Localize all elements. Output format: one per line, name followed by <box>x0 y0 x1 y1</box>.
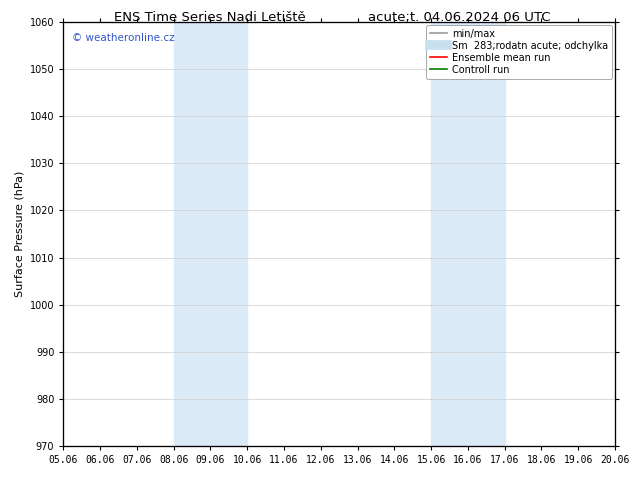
Y-axis label: Surface Pressure (hPa): Surface Pressure (hPa) <box>14 171 24 297</box>
Text: ENS Time Series Nadi Letiště: ENS Time Series Nadi Letiště <box>114 11 306 24</box>
Text: © weatheronline.cz: © weatheronline.cz <box>72 33 174 43</box>
Bar <box>431 22 505 446</box>
Bar <box>174 22 247 446</box>
Legend: min/max, Sm  283;rodatn acute; odchylka, Ensemble mean run, Controll run: min/max, Sm 283;rodatn acute; odchylka, … <box>426 25 612 78</box>
Text: acute;t. 04.06.2024 06 UTC: acute;t. 04.06.2024 06 UTC <box>368 11 550 24</box>
